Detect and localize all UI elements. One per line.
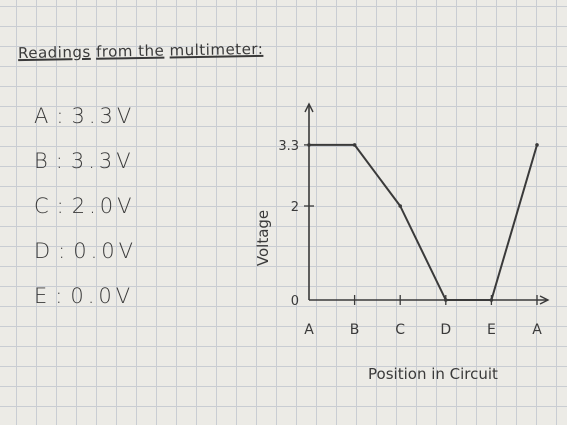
y-tick-label: 3.3 (278, 139, 299, 154)
reading-row-a: A:3.3V (34, 104, 136, 128)
y-tick-label: 2 (291, 200, 299, 215)
reading-label: A (34, 104, 53, 128)
data-point (352, 143, 357, 147)
x-tick-label: B (350, 322, 360, 338)
reading-row-b: B:3.3V (34, 149, 135, 173)
voltage-line (309, 143, 538, 301)
reading-label: E (34, 284, 52, 308)
x-tick-label: C (395, 322, 405, 338)
x-tick-label: A (532, 322, 542, 338)
x-tick-label: A (304, 322, 314, 338)
y-axis-arrow (304, 102, 314, 113)
x-axis-label: Position in Circuit (368, 365, 498, 383)
x-tick-label: D (440, 322, 451, 338)
data-point (489, 298, 494, 302)
chart-axes (304, 102, 550, 305)
x-tick-label: E (487, 322, 496, 338)
reading-row-e: E:0.0V (34, 284, 135, 308)
reading-label: B (34, 149, 52, 173)
chart-series (307, 143, 539, 302)
reading-row-d: D:0.0V (34, 239, 138, 263)
reading-label: C (34, 194, 53, 218)
reading-value: 0.0V (70, 284, 135, 308)
data-point (535, 143, 539, 147)
reading-value: 3.3V (70, 149, 135, 173)
y-tick-label: 0 (291, 294, 299, 309)
y-axis-label: Voltage (254, 210, 272, 266)
reading-value: 2.0V (71, 194, 136, 218)
reading-value: 3.3V (71, 104, 136, 128)
x-axis-arrow (539, 295, 550, 305)
reading-row-c: C:2.0V (34, 194, 136, 218)
readings-list: A:3.3V B:3.3V C:2.0V D:0.0V E:0.0V (34, 104, 137, 329)
reading-value: 0.0V (73, 239, 138, 263)
data-point (444, 298, 448, 302)
data-point (307, 143, 311, 147)
data-point (398, 204, 403, 208)
reading-label: D (34, 239, 55, 263)
